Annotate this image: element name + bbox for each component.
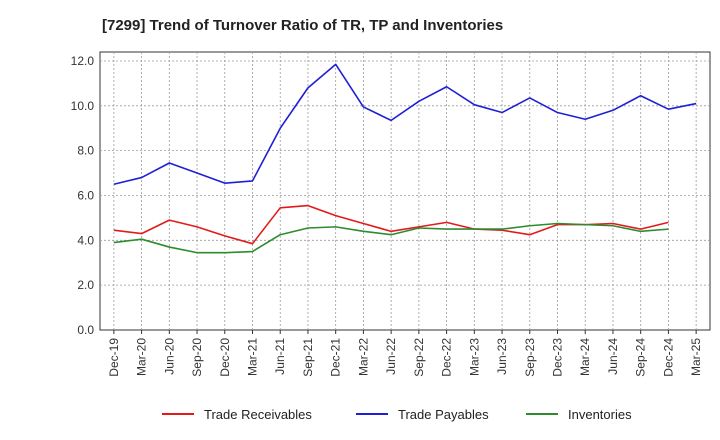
y-tick-label: 12.0 [71, 54, 95, 68]
chart-title: [7299] Trend of Turnover Ratio of TR, TP… [102, 17, 503, 34]
y-tick-label: 0.0 [77, 323, 94, 337]
y-tick-label: 6.0 [77, 188, 94, 202]
legend: Trade Receivables Trade Payables Inventori… [162, 407, 632, 422]
x-tick-label: Sep-23 [523, 338, 537, 377]
x-tick-label: Sep-20 [190, 338, 204, 377]
x-tick-label: Mar-20 [135, 338, 149, 376]
x-tick-label: Dec-23 [551, 338, 565, 377]
x-tick-label: Mar-24 [578, 338, 592, 376]
x-tick-label: Dec-24 [661, 338, 675, 377]
x-tick-label: Mar-22 [356, 338, 370, 376]
x-tick-label: Jun-21 [273, 338, 287, 375]
x-tick-label: Jun-24 [606, 338, 620, 375]
series-line-trade-payables [113, 63, 697, 186]
y-tick-label: 8.0 [77, 144, 94, 158]
x-tick-label: Dec-19 [107, 338, 121, 377]
legend-label: Trade Payables [398, 407, 489, 422]
x-tick-label: Jun-23 [495, 338, 509, 375]
y-tick-label: 4.0 [77, 233, 94, 247]
plot-frame [99, 51, 711, 331]
x-tick-label: Sep-22 [412, 338, 426, 377]
y-tick-label: 10.0 [71, 99, 95, 113]
series-line-inventories [113, 222, 669, 254]
x-tick-label: Sep-24 [634, 338, 648, 377]
x-tick-label: Mar-23 [467, 338, 481, 376]
x-tick-label: Mar-21 [246, 338, 260, 376]
plot-area: 0.0 2.0 4.0 6.0 8.0 10.0 12.0 Dec-19 Mar-20 Jun-2… [71, 51, 711, 377]
y-tick-label: 2.0 [77, 278, 94, 292]
x-tick-label: Jun-22 [384, 338, 398, 375]
x-tick-label: Mar-25 [689, 338, 703, 376]
x-tick-label: Dec-22 [440, 338, 454, 377]
x-tick-label: Dec-21 [329, 338, 343, 377]
legend-label: Trade Receivables [204, 407, 312, 422]
x-tick-label: Dec-20 [218, 338, 232, 377]
x-tick-label: Sep-21 [301, 338, 315, 377]
legend-label: Inventories [568, 407, 632, 422]
x-tick-label: Jun-20 [162, 338, 176, 375]
